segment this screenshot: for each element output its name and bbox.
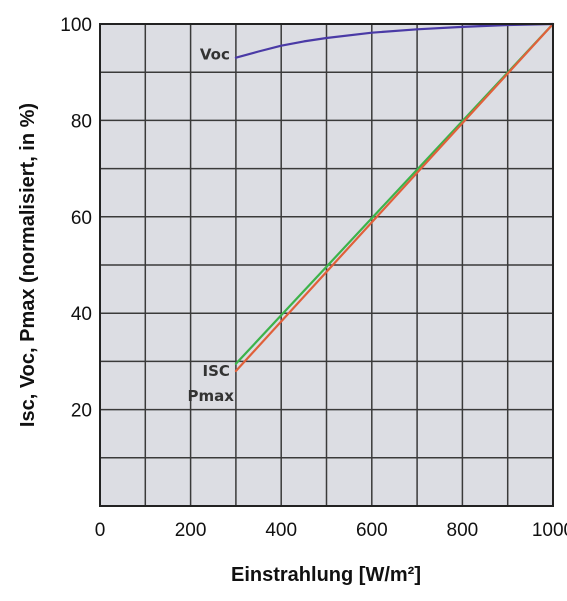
y-tick-label: 20: [71, 401, 92, 422]
y-tick-label: 80: [71, 111, 92, 132]
x-tick-label: 1000: [532, 520, 567, 541]
x-tick-label: 200: [175, 520, 207, 541]
plot-border: [99, 23, 554, 507]
x-tick-label: 600: [356, 520, 388, 541]
x-tick-label: 800: [447, 520, 479, 541]
series-label-voc: Voc: [200, 46, 230, 64]
series-label-pmax: Pmax: [187, 387, 234, 405]
y-tick-label: 60: [71, 208, 92, 229]
x-tick-labels: 0 200 400 600 800 1000: [95, 520, 567, 541]
series-line-voc: [234, 22, 555, 59]
y-tick-label: 40: [71, 304, 92, 325]
y-axis-title: Isc, Voc, Pmax (normalisiert, in %): [17, 103, 39, 427]
y-tick-labels: 20 40 60 80 100: [60, 15, 92, 422]
y-tick-label: 100: [60, 15, 92, 36]
x-tick-label: 400: [265, 520, 297, 541]
series-labels: Voc ISC Pmax: [187, 46, 234, 405]
grid: [100, 24, 553, 506]
series-layer: [234, 22, 555, 373]
x-tick-label: 0: [95, 520, 106, 541]
series-line-pmax: [234, 22, 555, 373]
x-axis-title: Einstrahlung [W/m²]: [231, 564, 421, 586]
series-label-isc: ISC: [202, 362, 229, 380]
